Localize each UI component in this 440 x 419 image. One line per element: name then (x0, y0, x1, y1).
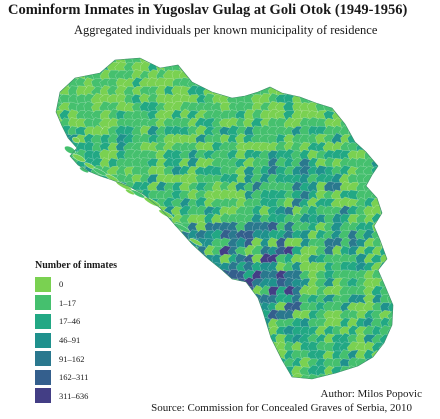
legend-label: 1–17 (59, 297, 76, 308)
legend-label: 311–636 (59, 390, 89, 401)
legend-swatch (35, 295, 51, 311)
legend-item: 17–46 (35, 312, 117, 331)
country-outline (55, 57, 394, 380)
legend-label: 162–311 (59, 372, 89, 383)
legend-label: 17–46 (59, 316, 81, 327)
author-credit: Author: Milos Popovic (320, 388, 422, 400)
legend-item: 0 (35, 275, 117, 294)
legend-items: 0 1–17 17–46 46–91 91–162 162–311 311–636 (35, 275, 117, 405)
legend-item: 1–17 (35, 294, 117, 313)
map-legend: Number of inmates 0 1–17 17–46 46–91 91–162 1… (35, 260, 117, 405)
legend-swatch (35, 388, 51, 404)
legend-item: 311–636 (35, 387, 117, 406)
legend-swatch (35, 351, 51, 367)
legend-label: 46–91 (59, 335, 81, 346)
coastal-islands (64, 136, 203, 246)
source-credit: Source: Commission for Concealed Graves … (151, 402, 412, 414)
legend-label: 0 (59, 279, 64, 290)
legend-item: 91–162 (35, 349, 117, 368)
legend-title: Number of inmates (35, 260, 118, 271)
legend-item: 162–311 (35, 368, 117, 387)
page-subtitle: Aggregated individuals per known municip… (74, 23, 378, 37)
legend-swatch (35, 369, 51, 385)
page-title: Cominform Inmates in Yugoslav Gulag at G… (8, 2, 408, 18)
legend-swatch (35, 313, 51, 329)
legend-swatch (35, 276, 51, 292)
legend-swatch (35, 332, 51, 348)
legend-item: 46–91 (35, 331, 117, 350)
legend-label: 91–162 (59, 353, 85, 364)
